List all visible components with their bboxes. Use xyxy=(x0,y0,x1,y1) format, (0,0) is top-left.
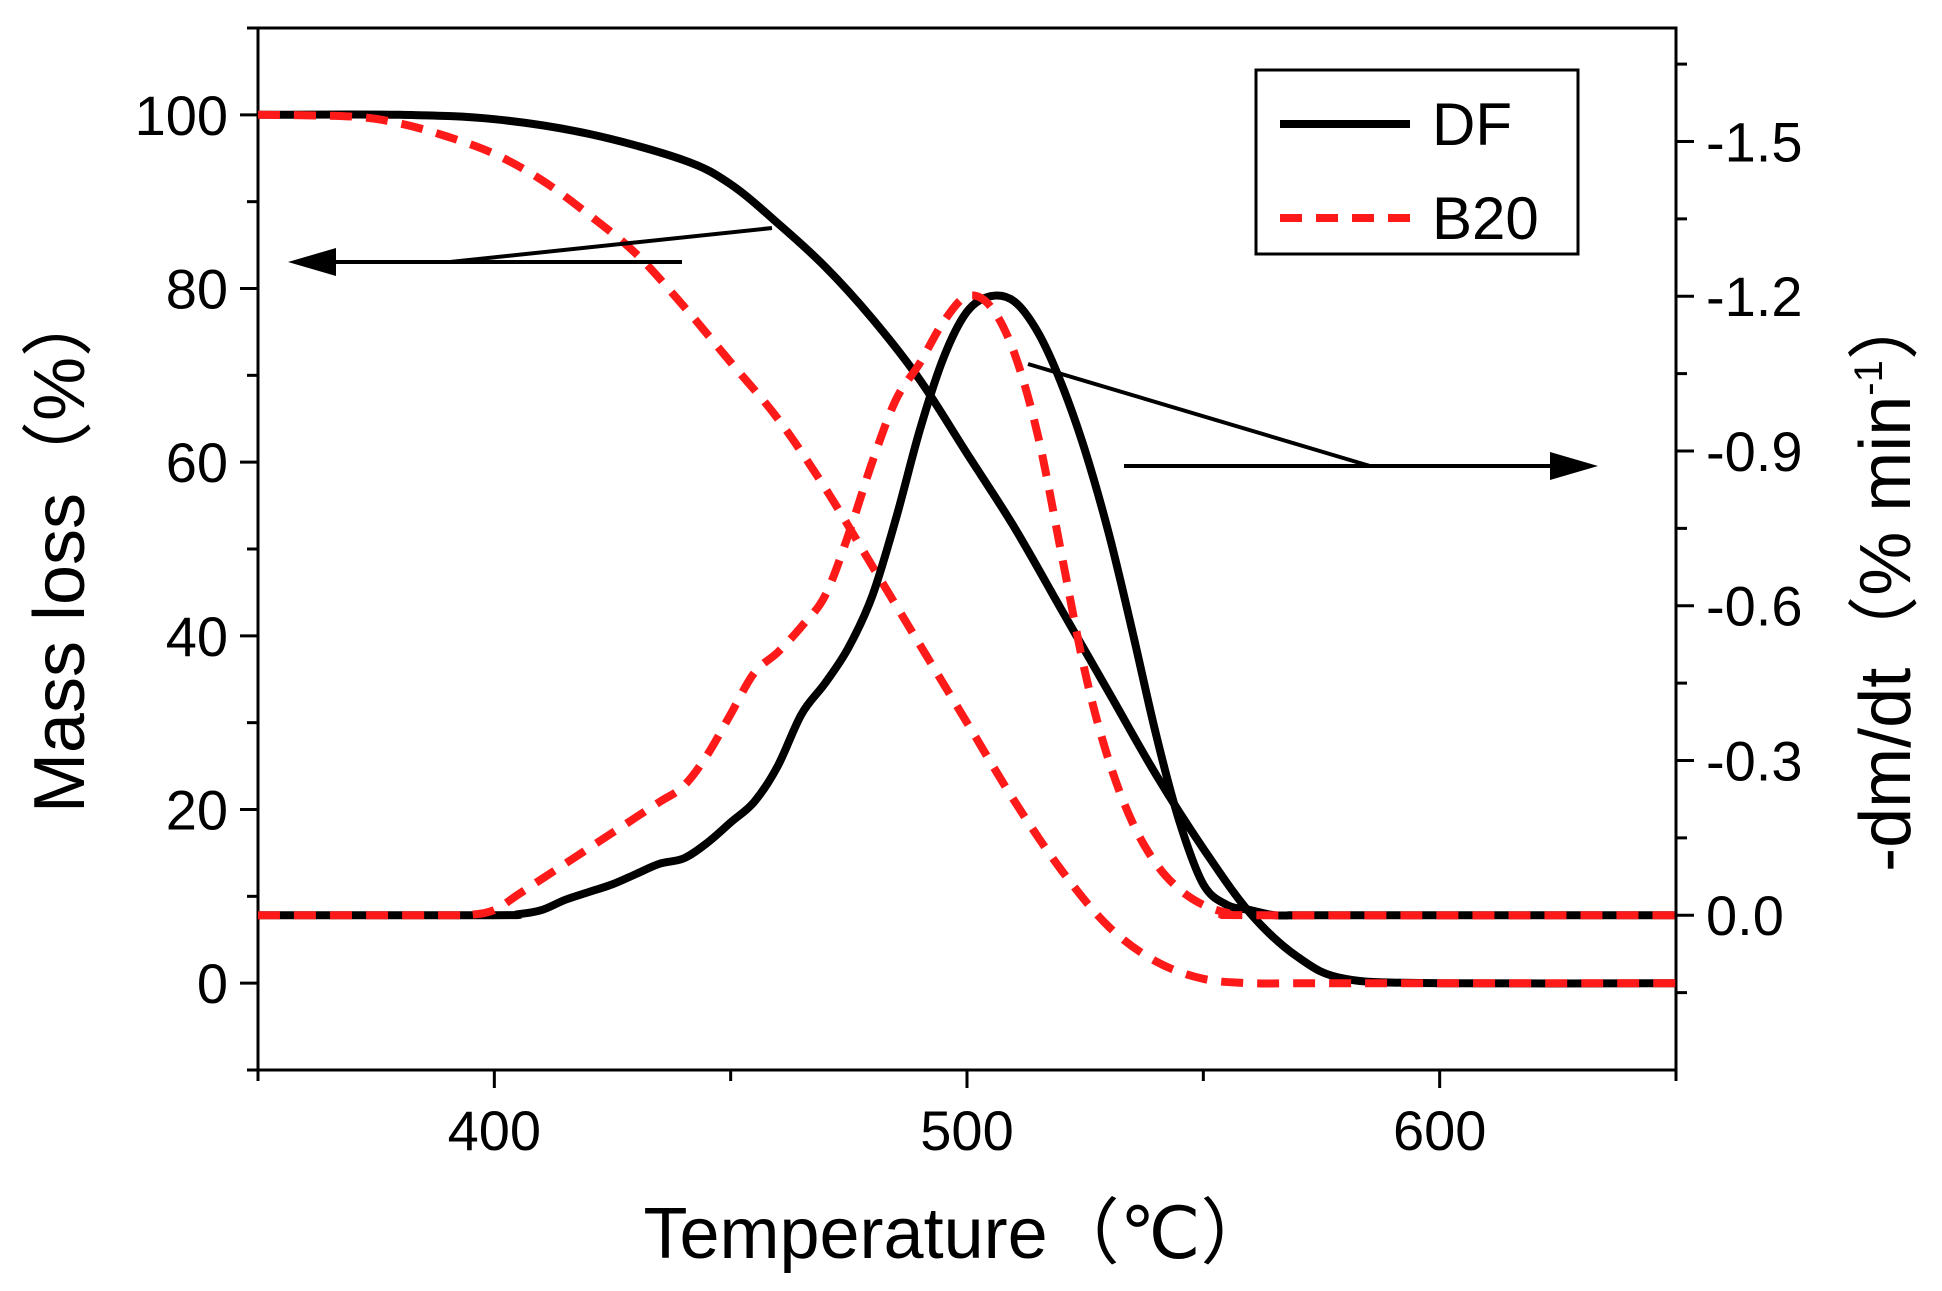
y-left-tick-label: 0 xyxy=(197,952,228,1015)
left-arrow-diagonal xyxy=(449,226,773,264)
y-right-tick-label: -0.6 xyxy=(1706,575,1803,638)
legend-label-b20: B20 xyxy=(1432,185,1539,252)
legend-box xyxy=(1254,68,1580,256)
x-tick-label: 400 xyxy=(448,1099,541,1162)
left-arrow-head xyxy=(288,248,336,276)
y-right-axis-superscript: -1 xyxy=(1847,360,1891,396)
y-right-tick-label: -0.3 xyxy=(1706,729,1803,792)
y-left-tick-label: 60 xyxy=(166,431,228,494)
y-right-tick-label: -1.5 xyxy=(1706,110,1803,173)
x-tick-label: 600 xyxy=(1393,1099,1486,1162)
legend: DF B20 xyxy=(1254,68,1580,256)
x-axis-unit: （℃） xyxy=(1048,1194,1273,1274)
df-mass-loss-curve xyxy=(257,110,1677,988)
x-axis-label: Temperature xyxy=(643,1194,1047,1274)
right-arrow-annotation xyxy=(1027,362,1598,480)
y-left-tick-label: 100 xyxy=(135,84,228,147)
y-right-axis-close: ） xyxy=(1846,288,1926,360)
y-right-axis-unit: （% min xyxy=(1846,396,1926,668)
right-arrow-diagonal xyxy=(1027,362,1371,468)
y-right-axis-title: -dm/dt（% min-1） xyxy=(1846,288,1926,872)
legend-label-df: DF xyxy=(1432,91,1512,158)
y-right-tick-label: 0.0 xyxy=(1706,884,1784,947)
data-curves xyxy=(257,110,1677,988)
y-right-axis-label: -dm/dt xyxy=(1846,668,1926,872)
y-right-tick-label: -1.2 xyxy=(1706,265,1803,328)
y-left-axis-title: Mass loss（%） xyxy=(20,285,100,813)
x-axis-title: Temperature（℃） xyxy=(643,1194,1272,1274)
y-right-tick-label: -0.9 xyxy=(1706,420,1803,483)
y-left-axis-unit: （%） xyxy=(20,285,100,493)
y-left-tick-label: 40 xyxy=(166,605,228,668)
df-dmdt-curve xyxy=(257,291,1676,920)
y-left-tick-label: 20 xyxy=(166,779,228,842)
y-left-axis-label: Mass loss xyxy=(20,493,100,813)
y-left-tick-label: 80 xyxy=(166,258,228,321)
axis-ticks: 400 500 600 0 20 40 60 80 100 0.0 -0.3 -0.6 -0.9 -1.2… xyxy=(135,26,1803,1162)
left-arrow-annotation xyxy=(288,226,773,276)
x-tick-label: 500 xyxy=(920,1099,1013,1162)
right-arrow-head xyxy=(1550,452,1598,480)
b20-dmdt-curve xyxy=(257,291,1677,920)
